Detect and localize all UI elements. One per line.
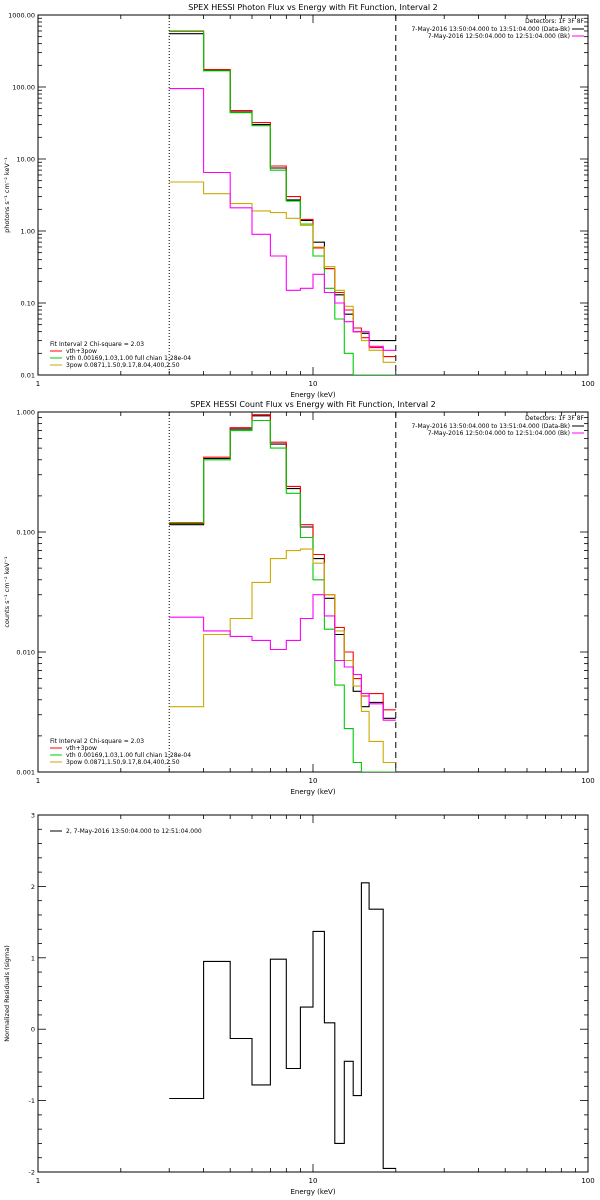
y-axis-label: photons s⁻¹ cm⁻² keV⁻¹ bbox=[3, 157, 11, 233]
x-axis-label: Energy (keV) bbox=[290, 1188, 335, 1196]
legend-header: Fit Interval 2 Chi-square = 2.03 bbox=[50, 341, 144, 348]
legend-label: vth 0.00169,1.03,1.00 full chian 1.28e-0… bbox=[66, 355, 191, 362]
legend-label: 7-May-2016 12:50:04.000 to 12:51:04.000 … bbox=[428, 33, 570, 40]
x-tick-label: 10 bbox=[309, 777, 318, 785]
y-tick-label: 100.00 bbox=[12, 84, 35, 92]
y-tick-label: 0.010 bbox=[16, 649, 35, 657]
series-group bbox=[169, 414, 396, 772]
y-axis-label: counts s⁻¹ cm⁻² keV⁻¹ bbox=[3, 556, 11, 628]
y-tick-label: -2 bbox=[29, 1169, 35, 1177]
legend-label: vth 0.00169,1.03,1.00 full chian 1.28e-0… bbox=[66, 752, 191, 759]
series-line-4 bbox=[169, 548, 396, 764]
y-tick-label: -1 bbox=[29, 1097, 35, 1105]
y-tick-label: 0.001 bbox=[16, 769, 35, 777]
series-line-4 bbox=[169, 181, 396, 363]
x-tick-label: 100 bbox=[581, 380, 594, 388]
legend-label: 3pow 0.0871,1.50,9.17,8.04,400,2.50 bbox=[66, 362, 180, 369]
legend-label: 3pow 0.0871,1.50,9.17,8.04,400,2.50 bbox=[66, 759, 180, 766]
y-tick-label: 0.100 bbox=[16, 529, 35, 537]
series-line-5 bbox=[169, 594, 396, 721]
y-tick-label: 1000.00 bbox=[8, 12, 35, 20]
y-tick-label: 1.000 bbox=[16, 409, 35, 417]
series-line-2 bbox=[169, 414, 396, 711]
y-tick-label: 0 bbox=[31, 1026, 35, 1034]
y-tick-label: 10.00 bbox=[16, 156, 35, 164]
legend-header: Fit Interval 2 Chi-square = 2.03 bbox=[50, 738, 144, 745]
legend-label: 7-May-2016 13:50:04.000 to 13:51:04.000 … bbox=[411, 26, 570, 33]
legend-label: 7-May-2016 12:50:04.000 to 12:51:04.000 … bbox=[428, 430, 570, 437]
x-axis-label: Energy (keV) bbox=[290, 788, 335, 796]
legend-label: vth+3pow bbox=[66, 745, 97, 752]
y-tick-label: 1 bbox=[31, 954, 35, 962]
series-line-3 bbox=[169, 30, 396, 375]
x-tick-label: 10 bbox=[309, 1177, 318, 1185]
y-tick-label: 0.10 bbox=[21, 300, 35, 308]
x-tick-label: 100 bbox=[581, 777, 594, 785]
chart-title: SPEX HESSI Count Flux vs Energy with Fit… bbox=[190, 400, 435, 409]
chart-panel-1: SPEX HESSI Photon Flux vs Energy with Fi… bbox=[3, 3, 595, 399]
x-axis-label: Energy (keV) bbox=[290, 391, 335, 399]
legend-label: vth+3pow bbox=[66, 348, 97, 355]
x-tick-label: 1 bbox=[36, 1177, 40, 1185]
y-tick-label: 0.01 bbox=[21, 372, 35, 380]
legend-label: 2, 7-May-2016 13:50:04.000 to 12:51:04.0… bbox=[66, 828, 202, 835]
legend-header: Detectors: 1F 3F 8F bbox=[525, 18, 584, 25]
chart-title: SPEX HESSI Photon Flux vs Energy with Fi… bbox=[188, 3, 438, 12]
series-line-5 bbox=[169, 88, 396, 351]
series-line-2 bbox=[169, 30, 396, 358]
y-tick-label: 3 bbox=[31, 812, 35, 820]
x-tick-label: 1 bbox=[36, 380, 40, 388]
chart-panel-2: SPEX HESSI Count Flux vs Energy with Fit… bbox=[3, 400, 595, 796]
x-tick-label: 100 bbox=[581, 1177, 594, 1185]
series-group bbox=[169, 30, 396, 375]
legend-label: 7-May-2016 13:50:04.000 to 13:51:04.000 … bbox=[411, 423, 570, 430]
chart-panel-3: 1 10 100 Energy (keV) -2 -1 0 1 2 3 Normalized Res… bbox=[3, 812, 595, 1197]
x-tick-label: 10 bbox=[309, 380, 318, 388]
series-line-1 bbox=[169, 882, 396, 1169]
y-tick-label: 1.00 bbox=[21, 228, 35, 236]
legend-header: Detectors: 1F 3F 8F bbox=[525, 415, 584, 422]
series-line-1 bbox=[169, 415, 396, 719]
y-axis-label: Normalized Residuals (sigma) bbox=[3, 945, 11, 1042]
series-group bbox=[169, 882, 396, 1169]
y-tick-label: 2 bbox=[31, 883, 35, 891]
x-tick-label: 1 bbox=[36, 777, 40, 785]
